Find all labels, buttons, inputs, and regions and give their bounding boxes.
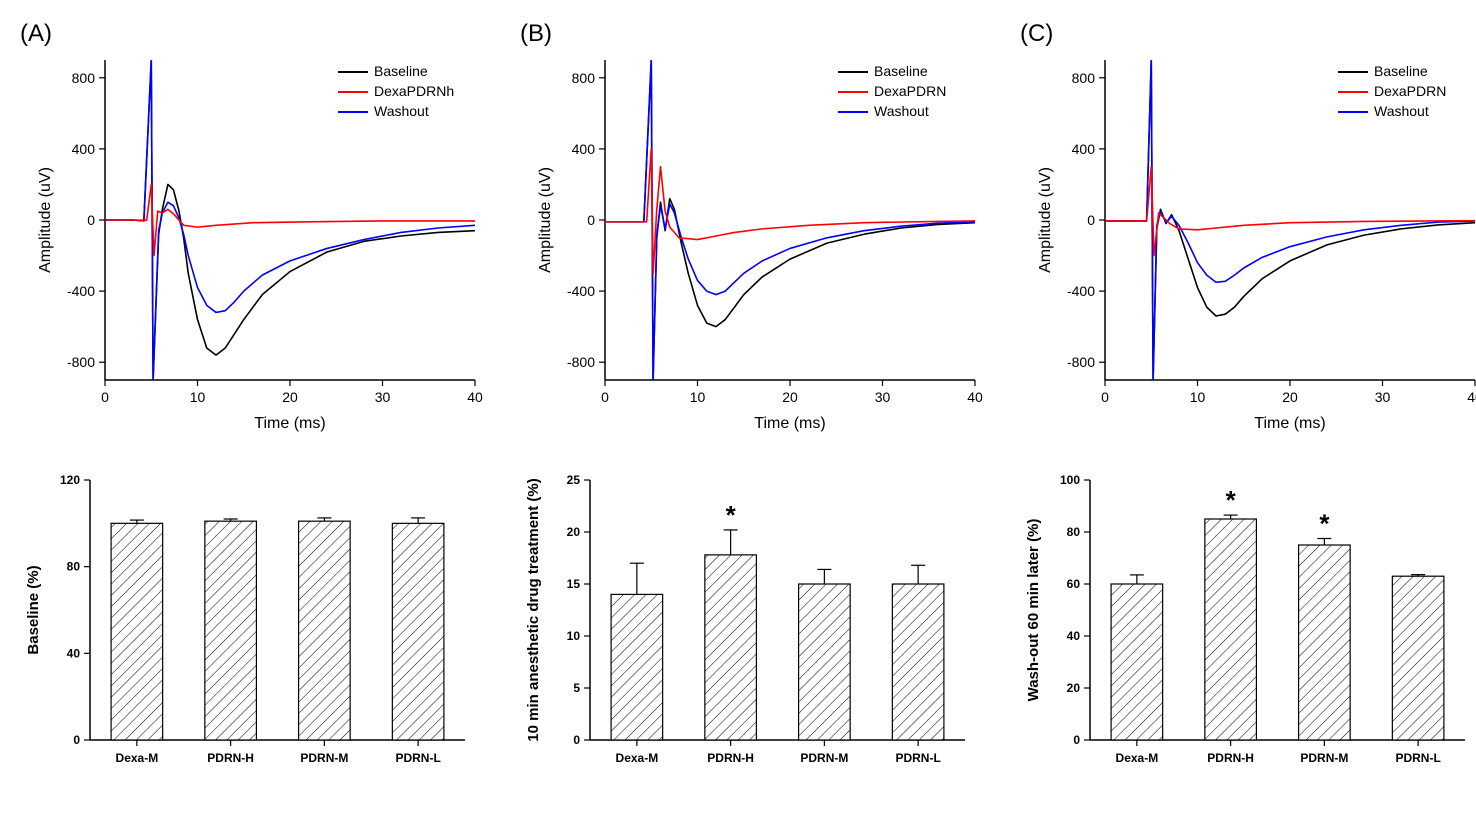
svg-text:20: 20	[782, 389, 798, 405]
svg-text:0: 0	[1087, 212, 1095, 228]
svg-text:20: 20	[1067, 681, 1081, 695]
svg-text:40: 40	[1067, 629, 1081, 643]
bar-chart-panel: 0 40 80 120 Baseline (%) Dexa-M PDRN-H PDRN-M PD…	[20, 460, 490, 800]
svg-text:Washout: Washout	[1374, 103, 1429, 119]
svg-text:PDRN-H: PDRN-H	[1207, 751, 1254, 765]
svg-text:Time (ms): Time (ms)	[754, 415, 825, 432]
svg-text:0: 0	[573, 733, 580, 747]
svg-text:60: 60	[1067, 577, 1081, 591]
svg-text:30: 30	[1375, 389, 1391, 405]
svg-text:0: 0	[1101, 389, 1109, 405]
svg-text:0: 0	[601, 389, 609, 405]
svg-text:25: 25	[567, 473, 581, 487]
svg-text:DexaPDRNh: DexaPDRNh	[374, 83, 454, 99]
panel-label: (A)	[20, 20, 52, 48]
bar-chart: 0 5 10 15 20 25 10 min anesthetic drug treatme…	[520, 460, 980, 790]
svg-text:PDRN-M: PDRN-M	[300, 751, 348, 765]
svg-text:10 min anesthetic drug treatme: 10 min anesthetic drug treatment (%)	[525, 478, 542, 741]
svg-text:0: 0	[587, 212, 595, 228]
svg-text:Time (ms): Time (ms)	[254, 415, 325, 432]
svg-text:800: 800	[572, 70, 596, 86]
svg-text:15: 15	[567, 577, 581, 591]
svg-text:80: 80	[1067, 525, 1081, 539]
svg-text:5: 5	[573, 681, 580, 695]
svg-text:20: 20	[1282, 389, 1298, 405]
line-chart: 0 10 20 30 40 -800 -400 0 400 800 Time (ms) Amplitu…	[30, 20, 490, 440]
svg-text:-400: -400	[67, 283, 95, 299]
svg-text:PDRN-M: PDRN-M	[800, 751, 848, 765]
svg-text:PDRN-L: PDRN-L	[895, 751, 940, 765]
svg-text:10: 10	[1190, 389, 1206, 405]
svg-text:PDRN-H: PDRN-H	[707, 751, 754, 765]
svg-text:0: 0	[87, 212, 95, 228]
svg-text:*: *	[1226, 485, 1237, 515]
svg-text:Baseline: Baseline	[1374, 63, 1428, 79]
svg-text:800: 800	[72, 70, 96, 86]
svg-text:Wash-out 60 min later (%): Wash-out 60 min later (%)	[1025, 519, 1042, 702]
svg-text:Washout: Washout	[374, 103, 429, 119]
svg-text:40: 40	[967, 389, 983, 405]
line-chart-panel: (B) 0 10 20 30 40 -800 -400 0 400 800 Time (ms) Ampl…	[520, 20, 990, 450]
svg-text:-800: -800	[67, 354, 95, 370]
svg-text:*: *	[1319, 509, 1330, 539]
svg-text:30: 30	[875, 389, 891, 405]
bar-chart-panel: 0 5 10 15 20 25 10 min anesthetic drug treatme…	[520, 460, 990, 800]
svg-text:Dexa-M: Dexa-M	[1116, 751, 1159, 765]
svg-text:*: *	[726, 500, 737, 530]
svg-text:Baseline: Baseline	[374, 63, 428, 79]
svg-text:PDRN-L: PDRN-L	[395, 751, 440, 765]
svg-text:PDRN-M: PDRN-M	[1300, 751, 1348, 765]
svg-text:DexaPDRN: DexaPDRN	[874, 83, 946, 99]
svg-text:400: 400	[1072, 141, 1096, 157]
line-chart: 0 10 20 30 40 -800 -400 0 400 800 Time (ms) Amplitu…	[1030, 20, 1476, 440]
svg-text:0: 0	[101, 389, 109, 405]
svg-text:800: 800	[1072, 70, 1096, 86]
bar-chart-panel: 0 20 40 60 80 100 Wash-out 60 min later (%) Dex…	[1020, 460, 1476, 800]
svg-text:PDRN-L: PDRN-L	[1395, 751, 1440, 765]
svg-text:Amplitude (uV): Amplitude (uV)	[537, 167, 554, 273]
svg-text:100: 100	[1060, 473, 1080, 487]
svg-text:0: 0	[1073, 733, 1080, 747]
svg-text:80: 80	[67, 560, 81, 574]
svg-text:Amplitude (uV): Amplitude (uV)	[37, 167, 54, 273]
svg-text:-400: -400	[1067, 283, 1095, 299]
svg-text:Baseline: Baseline	[874, 63, 928, 79]
svg-text:0: 0	[73, 733, 80, 747]
bar-chart: 0 20 40 60 80 100 Wash-out 60 min later (%) Dex…	[1020, 460, 1476, 790]
svg-text:30: 30	[375, 389, 391, 405]
line-chart-panel: (A) 0 10 20 30 40 -800 -400 0 400 800 Time (ms) Ampl…	[20, 20, 490, 450]
panel-label: (B)	[520, 20, 552, 48]
svg-text:10: 10	[190, 389, 206, 405]
svg-text:Amplitude (uV): Amplitude (uV)	[1037, 167, 1054, 273]
svg-text:Baseline (%): Baseline (%)	[25, 565, 42, 654]
svg-text:-400: -400	[567, 283, 595, 299]
line-chart-panel: (C) 0 10 20 30 40 -800 -400 0 400 800 Time (ms) Ampl…	[1020, 20, 1476, 450]
svg-text:DexaPDRN: DexaPDRN	[1374, 83, 1446, 99]
svg-text:20: 20	[282, 389, 298, 405]
line-chart: 0 10 20 30 40 -800 -400 0 400 800 Time (ms) Amplitu…	[530, 20, 990, 440]
svg-text:40: 40	[67, 646, 81, 660]
svg-text:Time (ms): Time (ms)	[1254, 415, 1325, 432]
bar-chart: 0 40 80 120 Baseline (%) Dexa-M PDRN-H PDRN-M PD…	[20, 460, 480, 790]
svg-text:Washout: Washout	[874, 103, 929, 119]
panel-label: (C)	[1020, 20, 1053, 48]
svg-text:PDRN-H: PDRN-H	[207, 751, 254, 765]
svg-text:Dexa-M: Dexa-M	[616, 751, 659, 765]
svg-text:-800: -800	[1067, 354, 1095, 370]
svg-text:120: 120	[60, 473, 80, 487]
svg-text:20: 20	[567, 525, 581, 539]
svg-text:10: 10	[690, 389, 706, 405]
svg-text:10: 10	[567, 629, 581, 643]
svg-text:400: 400	[72, 141, 96, 157]
svg-text:40: 40	[1467, 389, 1476, 405]
svg-text:40: 40	[467, 389, 483, 405]
svg-text:-800: -800	[567, 354, 595, 370]
svg-text:400: 400	[572, 141, 596, 157]
svg-text:Dexa-M: Dexa-M	[116, 751, 159, 765]
